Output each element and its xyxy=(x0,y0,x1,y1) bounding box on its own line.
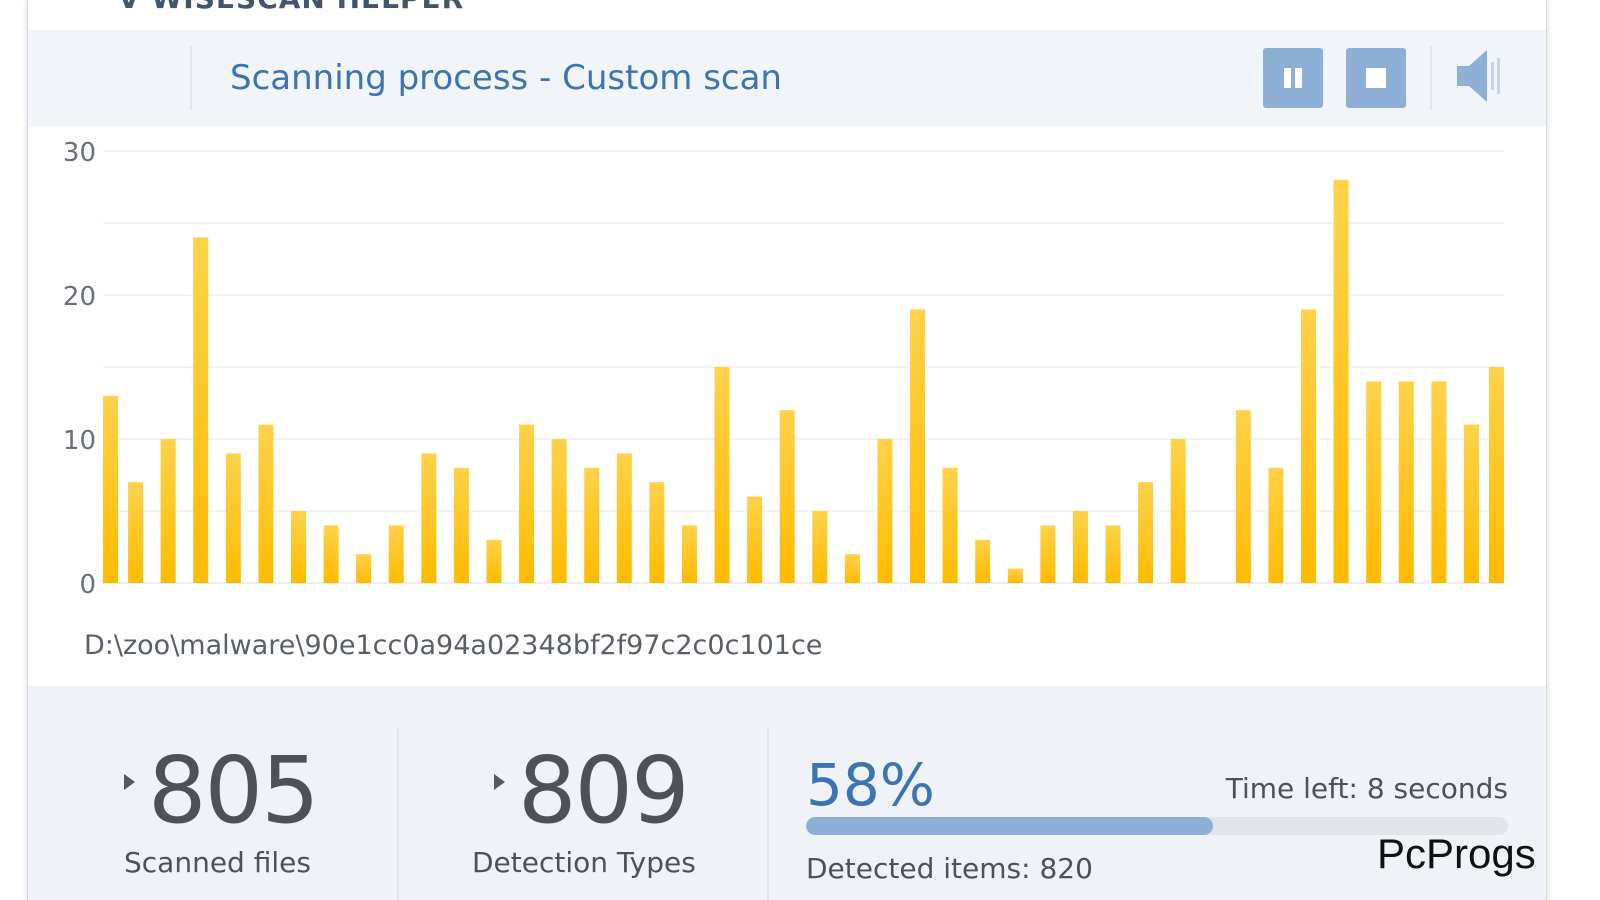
expand-arrow-icon xyxy=(494,774,505,790)
detection-types-count: 809 xyxy=(518,737,690,844)
window-title-cut: ᐁ WISESCAN HELPER xyxy=(118,0,464,15)
chart-bar xyxy=(356,554,372,583)
chart-bar xyxy=(290,511,306,583)
chart-bar xyxy=(103,395,118,583)
current-file-path: D:\zoo\malware\90e1cc0a94a02348bf2f97c2c… xyxy=(84,630,823,661)
detected-items: Detected items: 820 xyxy=(806,852,1093,885)
chart-bar xyxy=(388,525,404,583)
chart-bar xyxy=(844,554,860,583)
chart-bar xyxy=(681,525,697,583)
chart-bar xyxy=(616,453,632,583)
chart-bar xyxy=(258,424,274,583)
scanner-window: ᐁ WISESCAN HELPER Scanning process - Cus… xyxy=(27,0,1547,900)
chart-bar xyxy=(714,367,730,583)
chart-bar xyxy=(1235,410,1251,583)
pause-button[interactable] xyxy=(1263,48,1323,108)
chart-bar xyxy=(225,453,241,583)
progress-bar-fill xyxy=(806,817,1214,835)
chart-bar xyxy=(877,439,893,583)
chart-bar xyxy=(1398,381,1414,583)
progress-percent: 58% xyxy=(806,751,935,819)
chart-bar xyxy=(160,439,176,583)
y-tick-label: 30 xyxy=(63,138,96,168)
chart-bar xyxy=(1170,439,1186,583)
chart-bar xyxy=(584,467,600,583)
chart-bar xyxy=(812,511,828,583)
chart-bar xyxy=(421,453,437,583)
chart-bar xyxy=(1007,568,1023,583)
chart-bar xyxy=(1268,467,1284,583)
stop-button[interactable] xyxy=(1346,48,1406,108)
chart-bar xyxy=(486,539,502,583)
sound-button[interactable] xyxy=(1453,46,1507,106)
chart-bar xyxy=(323,525,339,583)
expand-arrow-icon xyxy=(124,774,135,790)
chart-bar xyxy=(1138,482,1154,583)
chart-svg: 0 10 20 30 xyxy=(63,138,1504,600)
chart-bar xyxy=(1301,309,1317,583)
chart-bar xyxy=(1105,525,1121,583)
header-divider xyxy=(190,46,192,110)
y-tick-label: 10 xyxy=(63,426,96,456)
chart-bar xyxy=(193,237,209,583)
scanned-files-label: Scanned files xyxy=(124,846,311,879)
chart-bar xyxy=(975,539,991,583)
scan-stats-panel: 805 Scanned files 809 Detection Types 58… xyxy=(28,686,1546,900)
chart-bar xyxy=(649,482,665,583)
chart-bar xyxy=(1463,424,1479,583)
stats-divider xyxy=(767,728,769,900)
chart-bar xyxy=(942,467,958,583)
chart-bar xyxy=(453,467,469,583)
chart-bar xyxy=(1366,381,1382,583)
watermark: PcProgs xyxy=(1377,830,1536,877)
stop-icon xyxy=(1366,68,1386,88)
chart-bar xyxy=(1489,367,1504,583)
time-left: Time left: 8 seconds xyxy=(1225,772,1508,805)
scan-header: Scanning process - Custom scan xyxy=(28,30,1546,126)
chart-bar xyxy=(128,482,144,583)
chart-bar xyxy=(1333,179,1349,584)
chart-bar xyxy=(910,309,926,583)
y-tick-label: 20 xyxy=(63,282,96,312)
chart-bar xyxy=(747,496,763,583)
progress-bar xyxy=(806,817,1508,835)
chart-bar xyxy=(779,410,795,583)
chart-bar xyxy=(519,424,535,583)
chart-bar xyxy=(1072,511,1088,583)
chart-bar xyxy=(551,439,567,583)
y-tick-label: 0 xyxy=(79,570,96,600)
header-divider-right xyxy=(1430,46,1432,110)
detection-types-label: Detection Types xyxy=(472,846,696,879)
scan-title: Scanning process - Custom scan xyxy=(230,58,782,98)
scanned-files-count: 805 xyxy=(148,737,320,844)
speaker-icon xyxy=(1457,50,1500,102)
chart-bar xyxy=(1040,525,1056,583)
chart-bar xyxy=(1431,381,1447,583)
stats-divider xyxy=(397,728,399,900)
scan-activity-chart: 0 10 20 30 xyxy=(28,126,1546,686)
